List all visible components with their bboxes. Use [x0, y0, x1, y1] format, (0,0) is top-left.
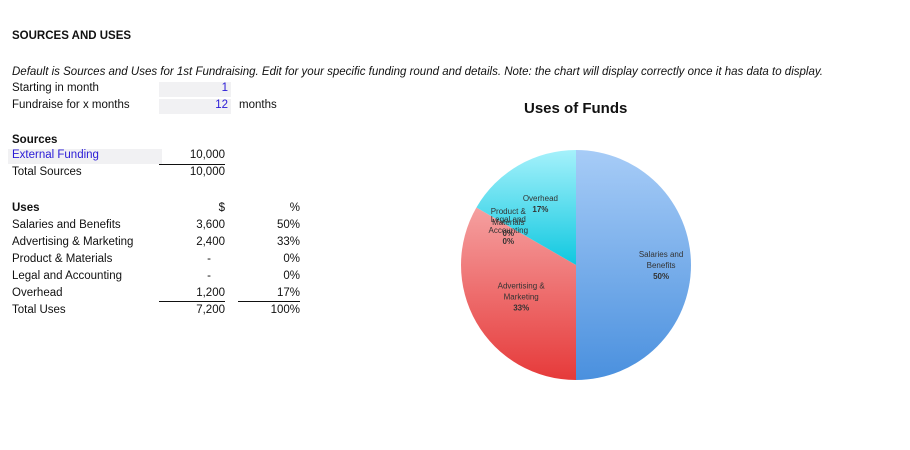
- total-uses-label: Total Uses: [12, 304, 66, 316]
- pie-slice-advertising-marketing: [461, 207, 576, 380]
- pie-label-overhead: Overhead 17%: [523, 194, 558, 214]
- pie-label-advertising-marketing: Advertising & Marketing 33%: [498, 282, 546, 313]
- uses-heading: Uses: [12, 202, 40, 214]
- instructions-note: Default is Sources and Uses for 1st Fund…: [12, 66, 823, 78]
- uses-row-pct: 0%: [283, 253, 300, 265]
- fundraise-months-input[interactable]: 12: [159, 99, 231, 114]
- starting-month-label: Starting in month: [12, 82, 99, 94]
- uses-row-pct: 0%: [283, 270, 300, 282]
- starting-month-input[interactable]: 1: [159, 82, 231, 97]
- months-unit: months: [239, 99, 277, 111]
- external-funding-value[interactable]: 10,000: [159, 149, 225, 165]
- external-funding-label[interactable]: External Funding: [8, 149, 162, 164]
- uses-row-dollar[interactable]: -: [207, 253, 211, 265]
- uses-row-dollar[interactable]: 1,200: [159, 287, 225, 302]
- uses-row-label: Salaries and Benefits: [12, 219, 121, 231]
- uses-row-dollar[interactable]: 2,400: [196, 236, 225, 248]
- uses-row-dollar[interactable]: 3,600: [196, 219, 225, 231]
- uses-row-pct: 33%: [276, 236, 300, 248]
- uses-row-dollar[interactable]: -: [207, 270, 211, 282]
- pie-label-legal-and-accounting: Legal and Accounting 0%: [489, 215, 529, 246]
- pie-label-salaries-and-benefits: Salaries and Benefits 50%: [639, 250, 683, 281]
- uses-pct-header: %: [289, 202, 300, 214]
- uses-row-label: Advertising & Marketing: [12, 236, 134, 248]
- total-sources-value: 10,000: [189, 166, 225, 178]
- uses-row-pct: 17%: [238, 287, 300, 302]
- uses-row-label: Product & Materials: [12, 253, 113, 265]
- sheet-title: SOURCES AND USES: [12, 30, 132, 42]
- uses-row-label: Overhead: [12, 287, 63, 299]
- sources-heading: Sources: [12, 134, 58, 146]
- uses-dollar-header: $: [218, 202, 225, 214]
- uses-row-label: Legal and Accounting: [12, 270, 122, 282]
- pie-slice-overhead: [476, 150, 576, 265]
- total-uses-pct: 100%: [270, 304, 300, 316]
- uses-row-pct: 50%: [276, 219, 300, 231]
- pie-label-product-materials: Product & Materials 0%: [491, 207, 527, 238]
- pie-slice-salaries-and-benefits: [576, 150, 691, 380]
- fundraise-months-label: Fundraise for x months: [12, 99, 130, 111]
- total-sources-label: Total Sources: [12, 166, 82, 178]
- chart-title: Uses of Funds: [524, 100, 628, 117]
- total-uses-dollar: 7,200: [196, 304, 225, 316]
